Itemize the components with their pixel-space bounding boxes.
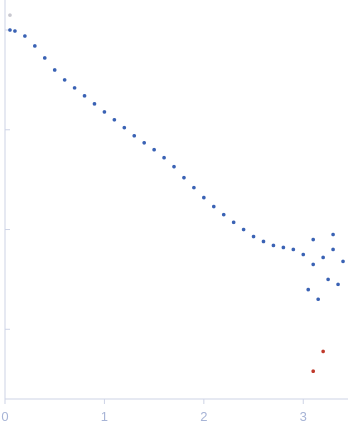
point [152,147,156,152]
x-tick-label: 2 [200,409,207,424]
point [321,255,325,260]
point [311,262,316,267]
point [341,259,345,264]
point [42,56,47,60]
x-tick-label: 1 [101,409,108,424]
point [92,102,97,106]
point [331,247,335,252]
point [336,282,340,287]
point [271,243,276,248]
point [311,369,316,373]
point [231,220,236,225]
point [221,212,226,217]
point [281,245,286,250]
point [52,68,57,72]
point [72,86,77,90]
point [331,232,335,237]
point [211,204,216,209]
point [13,29,17,33]
point [8,28,12,32]
point [192,185,196,190]
point [261,239,266,244]
point [132,133,137,138]
point [321,349,325,354]
point [62,78,67,82]
point [306,287,311,292]
point [301,252,306,257]
point [172,164,176,169]
point [291,247,296,252]
point [23,34,27,38]
point [326,277,330,282]
point [241,227,246,232]
x-tick-label: 3 [300,409,307,424]
point [122,125,127,130]
x-tick-label: 0 [1,409,8,424]
point [202,195,206,200]
point [102,110,107,114]
point [182,175,186,180]
point [162,155,166,160]
point [251,234,256,239]
point [8,13,12,17]
point [311,237,316,242]
point [142,140,146,145]
point [112,117,117,122]
point [316,297,320,302]
point [33,44,37,48]
point [82,94,87,98]
